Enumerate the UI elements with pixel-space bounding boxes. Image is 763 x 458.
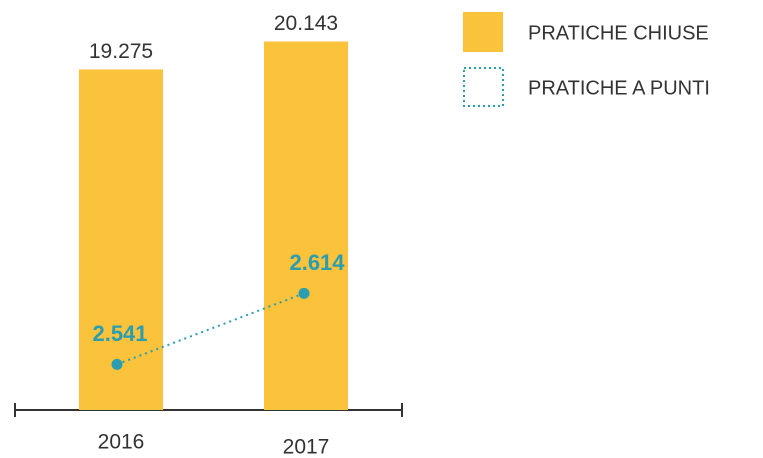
legend-swatch	[463, 67, 504, 107]
bar-value-label: 19.275	[89, 40, 153, 63]
bar	[264, 41, 348, 410]
legend-label: PRATICHE CHIUSE	[528, 22, 709, 44]
bar	[79, 69, 163, 410]
line-value-label: 2.614	[289, 250, 345, 275]
legend-swatch	[463, 12, 503, 52]
legend-label: PRATICHE A PUNTI	[528, 77, 710, 99]
line-value-label: 2.541	[92, 321, 147, 346]
bar-value-label: 20.143	[274, 12, 338, 35]
line-point	[298, 287, 310, 299]
x-tick-label: 2017	[283, 436, 330, 458]
x-tick-label: 2016	[98, 431, 145, 454]
line-point	[111, 358, 123, 370]
